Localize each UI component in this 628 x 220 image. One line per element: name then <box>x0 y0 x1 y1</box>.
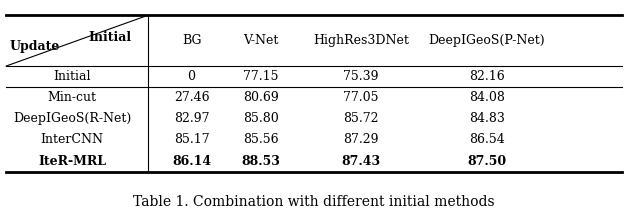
Text: 84.83: 84.83 <box>468 112 505 125</box>
Text: 0: 0 <box>188 70 195 83</box>
Text: 82.16: 82.16 <box>469 70 504 83</box>
Text: BG: BG <box>181 34 202 47</box>
Text: V-Net: V-Net <box>243 34 278 47</box>
Text: 88.53: 88.53 <box>241 154 280 168</box>
Text: HighRes3DNet: HighRes3DNet <box>313 34 409 47</box>
Text: 85.72: 85.72 <box>344 112 379 125</box>
Text: 75.39: 75.39 <box>344 70 379 83</box>
Text: 85.17: 85.17 <box>174 133 209 147</box>
Text: 85.80: 85.80 <box>243 112 278 125</box>
Text: Initial: Initial <box>53 70 91 83</box>
Text: 80.69: 80.69 <box>243 91 278 104</box>
Text: 86.14: 86.14 <box>172 154 211 168</box>
Text: 27.46: 27.46 <box>174 91 209 104</box>
Text: Initial: Initial <box>89 31 132 44</box>
Text: 86.54: 86.54 <box>469 133 504 147</box>
Text: Min-cut: Min-cut <box>48 91 97 104</box>
Text: DeepIGeoS(P-Net): DeepIGeoS(P-Net) <box>428 34 545 47</box>
Text: 87.50: 87.50 <box>467 154 506 168</box>
Text: 82.97: 82.97 <box>174 112 209 125</box>
Text: 87.43: 87.43 <box>342 154 381 168</box>
Text: 77.05: 77.05 <box>344 91 379 104</box>
Text: Table 1. Combination with different initial methods: Table 1. Combination with different init… <box>133 195 495 209</box>
Text: 87.29: 87.29 <box>344 133 379 147</box>
Text: IteR-MRL: IteR-MRL <box>38 154 106 168</box>
Text: 85.56: 85.56 <box>243 133 278 147</box>
Text: InterCNN: InterCNN <box>41 133 104 147</box>
Text: Update: Update <box>9 40 60 53</box>
Text: DeepIGeoS(R-Net): DeepIGeoS(R-Net) <box>13 112 131 125</box>
Text: 77.15: 77.15 <box>243 70 278 83</box>
Text: 84.08: 84.08 <box>468 91 505 104</box>
